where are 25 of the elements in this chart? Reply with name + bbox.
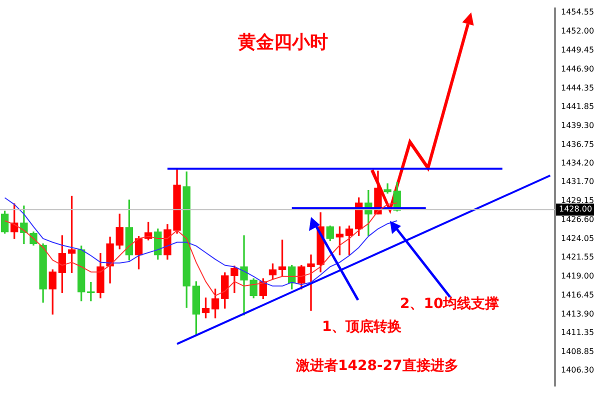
y-tick-label: 1424.05 [561, 234, 594, 243]
y-tick-label: 1441.85 [561, 102, 594, 111]
y-tick-label: 1408.85 [561, 346, 594, 356]
y-tick-label: 1416.45 [561, 290, 594, 300]
annotation: 激进者1428-27直接进多 [296, 357, 458, 375]
y-tick-label: 1421.55 [561, 252, 594, 262]
y-tick-label: 1411.35 [561, 328, 594, 338]
y-tick-label: 1444.35 [561, 83, 594, 92]
y-tick-label: 1426.60 [561, 215, 594, 224]
y-tick-label: 1429.15 [561, 196, 594, 206]
y-tick-label: 1449.45 [561, 46, 594, 55]
y-tick-label: 1406.30 [561, 366, 594, 375]
y-tick-label: 1436.75 [561, 140, 594, 149]
y-tick-label: 1413.90 [561, 309, 594, 318]
y-tick-label: 1446.90 [561, 64, 594, 74]
y-tick-label: 1454.55 [561, 8, 594, 17]
annotation: 1、顶底转换 [322, 318, 402, 336]
y-tick-label: 1439.30 [561, 120, 594, 130]
text: 黄金四小时 [238, 31, 328, 54]
ref-line-label: 1428.00 [559, 204, 592, 214]
y-tick-label: 1431.70 [561, 177, 594, 186]
y-tick-label: 1434.20 [561, 158, 594, 168]
annotation: 2、10均线支撑 [400, 295, 500, 313]
y-tick-label: 1419.00 [561, 271, 594, 280]
y-tick-label: 1452.00 [561, 26, 594, 36]
